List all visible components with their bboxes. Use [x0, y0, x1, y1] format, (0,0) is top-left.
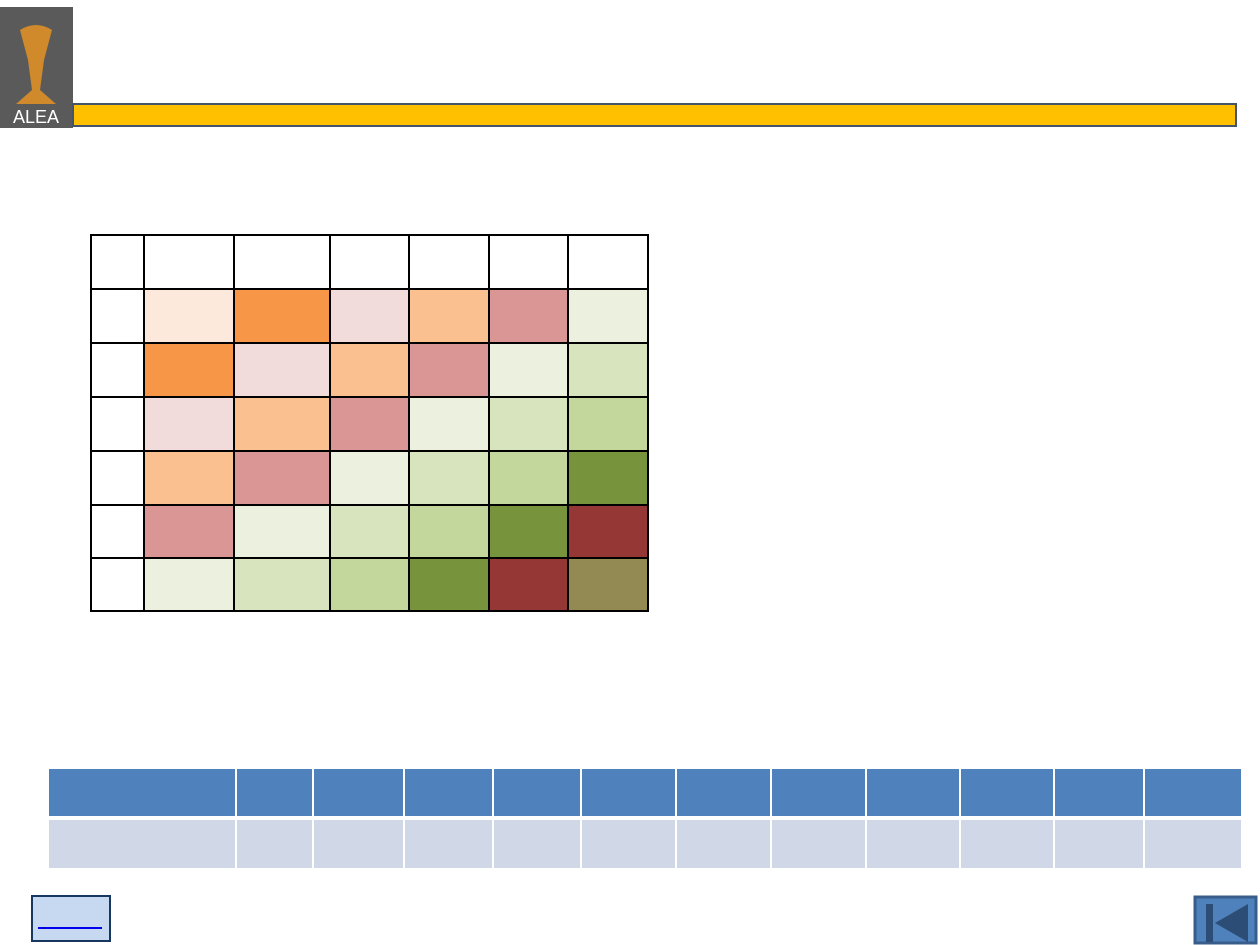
grid-cell: [233, 450, 331, 506]
table-header-cell: [1143, 767, 1243, 818]
table-header-cell: [580, 767, 677, 818]
grid-cell: [90, 234, 145, 290]
table-cell: [770, 818, 867, 870]
grid-cell: [488, 557, 569, 612]
table-header-cell: [312, 767, 405, 818]
table-header-cell: [47, 767, 237, 818]
grid-cell: [143, 504, 235, 559]
grid-cell: [567, 396, 649, 452]
grid-cell: [567, 288, 649, 344]
grid-cell: [90, 288, 145, 344]
grid-cell: [143, 450, 235, 506]
grid-cell: [408, 396, 490, 452]
table-cell: [492, 818, 582, 870]
grid-cell: [143, 288, 235, 344]
grid-cell: [567, 234, 649, 290]
grid-cell: [567, 504, 649, 559]
grid-cell: [408, 234, 490, 290]
grid-cell: [233, 396, 331, 452]
grid-cell: [408, 557, 490, 612]
logo-text: ALEA: [13, 107, 59, 127]
table-cell: [580, 818, 677, 870]
grid-cell: [233, 234, 331, 290]
grid-cell: [143, 342, 235, 398]
table-cell: [1053, 818, 1145, 870]
table-cell: [675, 818, 772, 870]
table-header-cell: [959, 767, 1055, 818]
grid-cell: [329, 396, 410, 452]
home-button-box[interactable]: [31, 895, 111, 942]
grid-cell: [90, 557, 145, 612]
grid-cell: [408, 288, 490, 344]
table-cell: [312, 818, 405, 870]
grid-cell: [329, 234, 410, 290]
grid-cell: [90, 450, 145, 506]
home-button[interactable]: [31, 895, 111, 942]
color-grid: [90, 234, 649, 612]
table-cell: [865, 818, 961, 870]
table-header-cell: [403, 767, 494, 818]
table-header-cell: [492, 767, 582, 818]
grid-cell: [143, 234, 235, 290]
grid-cell: [567, 342, 649, 398]
logo-figure: [16, 25, 56, 104]
grid-cell: [488, 288, 569, 344]
grid-cell: [90, 504, 145, 559]
grid-cell: [233, 504, 331, 559]
table-header-cell: [675, 767, 772, 818]
grid-cell: [143, 557, 235, 612]
table-cell: [47, 818, 237, 870]
grid-cell: [488, 234, 569, 290]
table-header-cell: [865, 767, 961, 818]
grid-cell: [90, 396, 145, 452]
grid-cell: [567, 450, 649, 506]
grid-cell: [329, 557, 410, 612]
grid-cell: [329, 342, 410, 398]
grid-cell: [233, 342, 331, 398]
back-button[interactable]: [1193, 895, 1258, 945]
grid-cell: [408, 450, 490, 506]
table-cell: [959, 818, 1055, 870]
grid-cell: [329, 288, 410, 344]
grid-cell: [90, 342, 145, 398]
table-cell: [235, 818, 314, 870]
table-cell: [403, 818, 494, 870]
table-header-cell: [235, 767, 314, 818]
grid-cell: [408, 504, 490, 559]
grid-cell: [567, 557, 649, 612]
header-bar: [72, 103, 1237, 127]
back-icon-arrow: [1215, 904, 1248, 942]
grid-cell: [329, 450, 410, 506]
logo: ALEA: [0, 7, 73, 128]
table-cell: [1143, 818, 1243, 870]
table-header-cell: [770, 767, 867, 818]
grid-cell: [408, 342, 490, 398]
back-icon-bar: [1206, 904, 1213, 942]
grid-cell: [488, 504, 569, 559]
grid-cell: [233, 288, 331, 344]
grid-cell: [329, 504, 410, 559]
grid-cell: [143, 396, 235, 452]
grid-cell: [488, 396, 569, 452]
grid-cell: [488, 450, 569, 506]
grid-cell: [233, 557, 331, 612]
bottom-table: [47, 767, 1243, 870]
table-header-cell: [1053, 767, 1145, 818]
grid-cell: [488, 342, 569, 398]
